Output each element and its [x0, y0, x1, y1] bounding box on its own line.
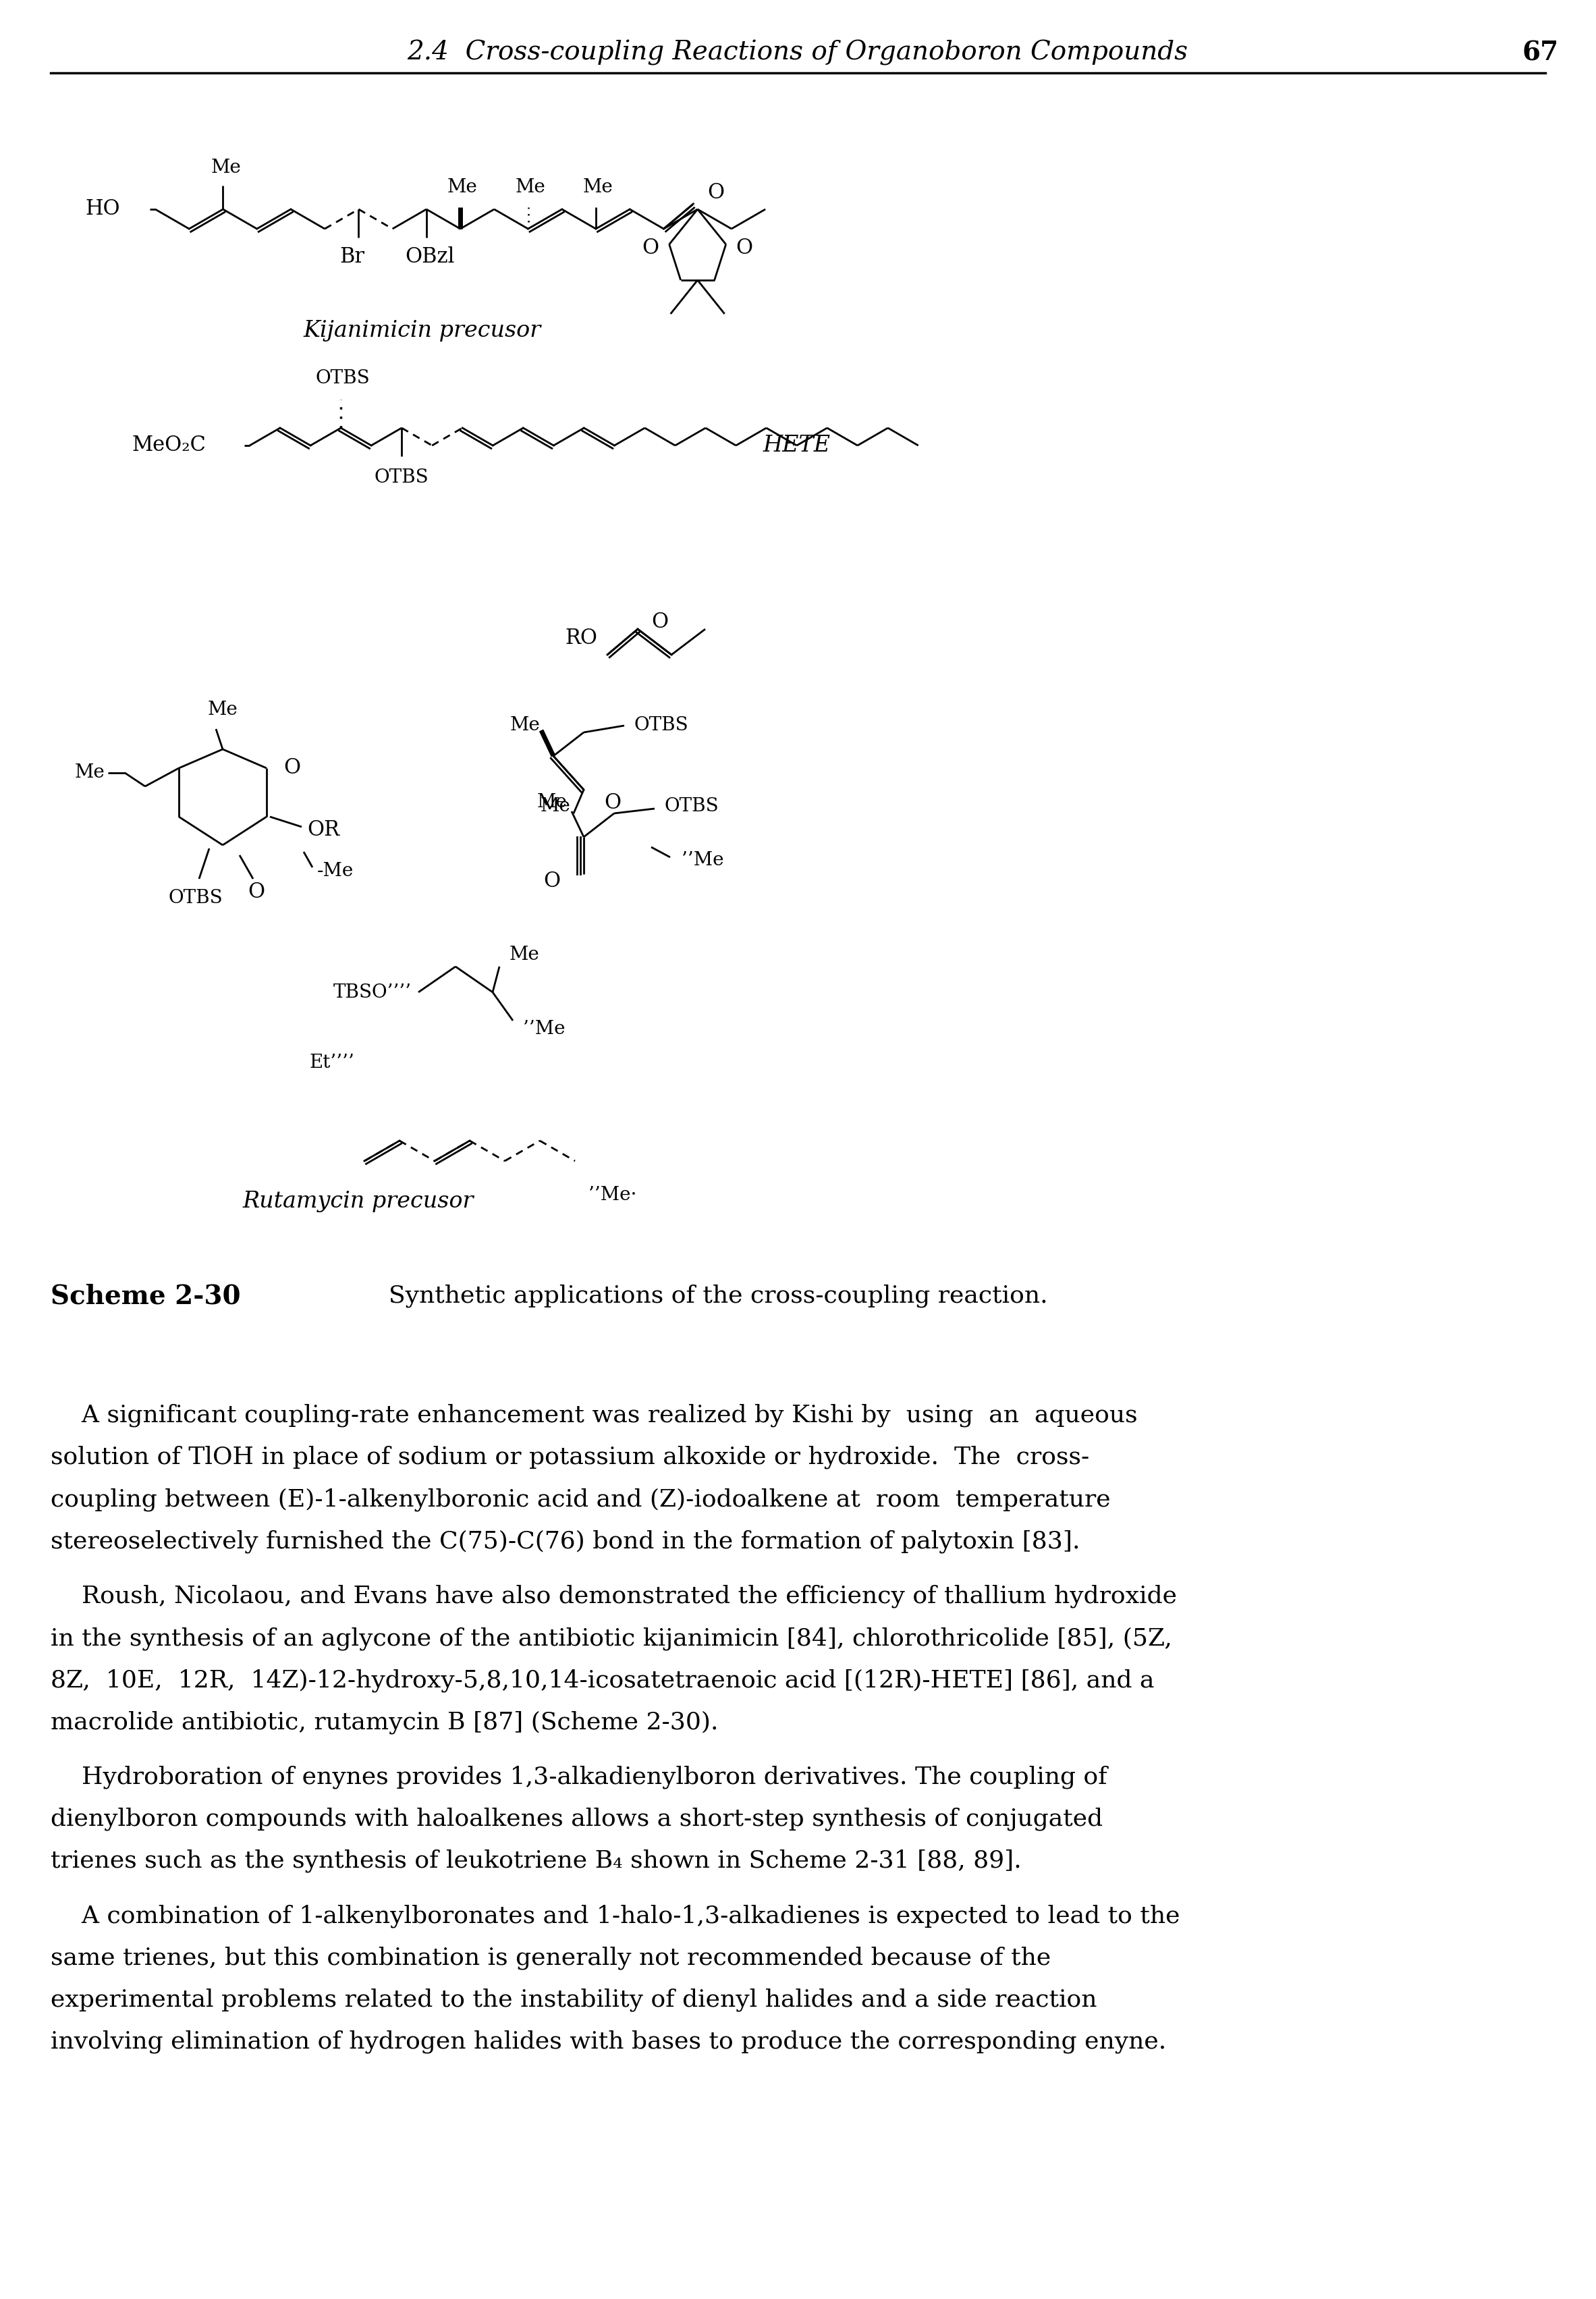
- Text: O: O: [736, 237, 753, 257]
- Text: TBSO’’’’: TBSO’’’’: [334, 984, 412, 1002]
- Text: Synthetic applications of the cross-coupling reaction.: Synthetic applications of the cross-coup…: [358, 1285, 1049, 1308]
- Text: macrolide antibiotic, rutamycin B [87] (Scheme 2-30).: macrolide antibiotic, rutamycin B [87] (…: [51, 1710, 718, 1733]
- Text: Me: Me: [516, 179, 546, 195]
- Text: MeO₂C: MeO₂C: [132, 435, 206, 455]
- Text: O: O: [603, 793, 621, 814]
- Text: experimental problems related to the instability of dienyl halides and a side re: experimental problems related to the ins…: [51, 1989, 1096, 2012]
- Text: trienes such as the synthesis of leukotriene B₄ shown in Scheme 2-31 [88, 89].: trienes such as the synthesis of leukotr…: [51, 1848, 1021, 1874]
- Text: OR: OR: [306, 821, 340, 841]
- Text: Me: Me: [447, 179, 477, 195]
- Text: Hydroboration of enynes provides 1,3-alkadienylboron derivatives. The coupling o: Hydroboration of enynes provides 1,3-alk…: [51, 1766, 1108, 1789]
- Text: RO: RO: [565, 628, 597, 648]
- Text: O: O: [543, 871, 560, 892]
- Text: stereoselectively furnished the C(75)-C(76) bond in the formation of palytoxin [: stereoselectively furnished the C(75)-C(…: [51, 1529, 1080, 1552]
- Text: Me: Me: [211, 159, 241, 177]
- Text: Br: Br: [340, 246, 364, 267]
- Text: OTBS: OTBS: [634, 717, 689, 736]
- Text: O: O: [284, 759, 300, 779]
- Text: -Me: -Me: [318, 862, 354, 881]
- Text: Et’’’’: Et’’’’: [310, 1053, 354, 1071]
- Text: OTBS: OTBS: [169, 890, 223, 908]
- Text: Me: Me: [539, 798, 570, 816]
- Text: A combination of 1-alkenylboronates and 1-halo-1,3-alkadienes is expected to lea: A combination of 1-alkenylboronates and …: [51, 1906, 1179, 1929]
- Text: Me: Me: [75, 763, 105, 782]
- Text: 2.4  Cross-coupling Reactions of Organoboron Compounds: 2.4 Cross-coupling Reactions of Organobo…: [407, 39, 1187, 64]
- Text: O: O: [642, 237, 659, 257]
- Text: dienylboron compounds with haloalkenes allows a short-step synthesis of conjugat: dienylboron compounds with haloalkenes a…: [51, 1807, 1103, 1830]
- Text: Scheme 2-30: Scheme 2-30: [51, 1283, 241, 1308]
- Text: Me: Me: [583, 179, 613, 195]
- Text: ’’Me: ’’Me: [681, 851, 723, 869]
- Text: HETE: HETE: [763, 435, 830, 455]
- Text: OBzl: OBzl: [405, 246, 455, 267]
- Text: OTBS: OTBS: [664, 798, 720, 816]
- Text: 8Z,  10E,  12R,  14Z)-12-hydroxy-5,8,10,14-icosatetraenoic acid [(12R)-HETE] [86: 8Z, 10E, 12R, 14Z)-12-hydroxy-5,8,10,14-…: [51, 1669, 1154, 1692]
- Text: Roush, Nicolaou, and Evans have also demonstrated the efficiency of thallium hyd: Roush, Nicolaou, and Evans have also dem…: [51, 1584, 1176, 1609]
- Text: HO: HO: [85, 198, 120, 221]
- Text: Kijanimicin precusor: Kijanimicin precusor: [303, 320, 541, 343]
- Text: involving elimination of hydrogen halides with bases to produce the correspondin: involving elimination of hydrogen halide…: [51, 2030, 1167, 2053]
- Text: Me: Me: [509, 717, 539, 736]
- Text: solution of TlOH in place of sodium or potassium alkoxide or hydroxide.  The  cr: solution of TlOH in place of sodium or p…: [51, 1446, 1090, 1469]
- Text: O: O: [247, 883, 265, 904]
- Text: OTBS: OTBS: [316, 370, 370, 389]
- Text: Me: Me: [509, 945, 539, 963]
- Text: O: O: [707, 182, 725, 205]
- Text: Rutamycin precusor: Rutamycin precusor: [243, 1191, 474, 1212]
- Text: O: O: [651, 612, 669, 632]
- Text: ’’Me: ’’Me: [523, 1021, 565, 1039]
- Text: A significant coupling-rate enhancement was realized by Kishi by  using  an  aqu: A significant coupling-rate enhancement …: [51, 1405, 1138, 1428]
- Text: Me: Me: [536, 793, 567, 812]
- Text: ’’Me·: ’’Me·: [589, 1186, 637, 1205]
- Text: same trienes, but this combination is generally not recommended because of the: same trienes, but this combination is ge…: [51, 1947, 1050, 1970]
- Text: 67: 67: [1523, 39, 1559, 64]
- Text: coupling between (E)-1-alkenylboronic acid and (Z)-iodoalkene at  room  temperat: coupling between (E)-1-alkenylboronic ac…: [51, 1487, 1111, 1510]
- Text: OTBS: OTBS: [375, 469, 429, 487]
- Text: Me: Me: [207, 701, 238, 720]
- Text: in the synthesis of an aglycone of the antibiotic kijanimicin [84], chlorothrico: in the synthesis of an aglycone of the a…: [51, 1628, 1171, 1651]
